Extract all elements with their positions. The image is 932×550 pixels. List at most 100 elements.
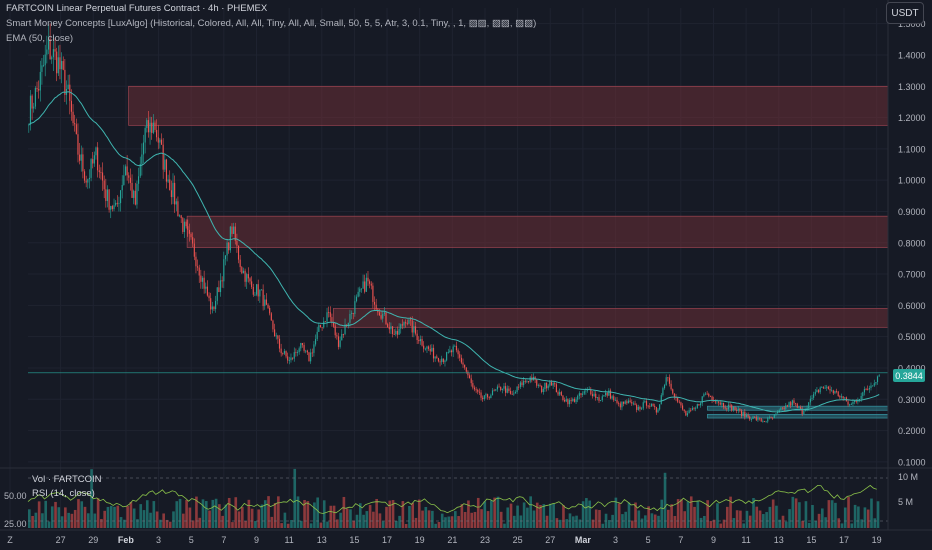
volume-bar <box>735 510 739 528</box>
candle-body <box>603 395 605 397</box>
candle-body <box>198 267 200 276</box>
volume-bar <box>349 509 352 528</box>
candle-body <box>257 284 259 297</box>
candle-body <box>655 406 657 413</box>
candle-body <box>97 147 99 171</box>
volume-bar <box>496 496 500 528</box>
candle-body <box>426 346 428 349</box>
volume-bar <box>647 506 650 528</box>
volume-legend[interactable]: Vol · FARTCOIN <box>32 474 102 485</box>
volume-bar <box>73 509 77 528</box>
time-tick-label: 11 <box>284 535 293 545</box>
volume-bar <box>283 512 287 528</box>
rsi-tick-label: 25.00 <box>4 519 27 529</box>
volume-bar <box>866 509 870 528</box>
volume-bar <box>385 506 388 528</box>
candle-body <box>506 388 508 393</box>
candle-body <box>803 410 805 415</box>
volume-bar <box>204 501 208 528</box>
candle-body <box>398 328 400 335</box>
smc-indicator-legend[interactable]: Smart Money Concepts [LuxAlgo] (Historic… <box>6 18 537 29</box>
currency-button[interactable]: USDT <box>886 2 924 24</box>
candle-body <box>385 312 387 325</box>
volume-bar <box>535 502 539 528</box>
candle-body <box>580 393 582 395</box>
candle-body <box>69 84 71 101</box>
candle-body <box>431 347 433 352</box>
candle-body <box>223 259 225 282</box>
candle-body <box>727 404 730 410</box>
candle-body <box>483 395 485 400</box>
candle-body <box>382 313 384 319</box>
volume-bar <box>208 510 211 528</box>
candle-body <box>388 327 390 330</box>
order-block-zone <box>332 308 889 328</box>
volume-bar <box>152 501 156 528</box>
volume-bar <box>712 519 716 528</box>
volume-bar <box>280 523 283 528</box>
candle-body <box>172 182 174 198</box>
candle-body <box>183 221 186 232</box>
volume-bar <box>329 505 333 528</box>
candle-body <box>190 233 192 238</box>
volume-bar <box>742 523 745 528</box>
candle-body <box>298 348 300 353</box>
candle-body <box>745 414 748 417</box>
candle-body <box>695 407 697 409</box>
candle-body <box>110 206 112 210</box>
candle-body <box>544 382 546 390</box>
volume-bar <box>703 515 706 528</box>
volume-bar <box>460 504 464 528</box>
candle-body <box>318 325 320 332</box>
candle-body <box>508 388 510 392</box>
candle-body <box>321 327 323 329</box>
volume-bar <box>473 511 477 528</box>
candle-body <box>195 256 197 267</box>
candle-body <box>545 382 548 389</box>
candle-body <box>855 400 857 402</box>
volume-bar <box>755 506 759 528</box>
volume-bar <box>319 522 323 528</box>
volume-bar <box>791 496 795 528</box>
volume-bar <box>608 519 611 528</box>
volume-bar <box>106 506 110 528</box>
candle-body <box>375 304 377 310</box>
candle-body <box>270 313 272 321</box>
volume-bar <box>490 500 493 528</box>
candle-body <box>41 65 43 72</box>
candle-body <box>677 397 679 402</box>
candle-body <box>762 421 764 423</box>
candle-body <box>667 377 669 379</box>
volume-bar <box>175 501 179 528</box>
volume-bar <box>657 515 660 528</box>
candle-body <box>681 405 684 410</box>
candle-body <box>875 382 877 384</box>
candle-body <box>724 407 726 409</box>
candle-body <box>116 202 118 204</box>
candle-body <box>758 417 761 419</box>
candle-body <box>414 326 417 334</box>
volume-bar <box>689 496 693 528</box>
candle-body <box>301 342 304 346</box>
candle-body <box>341 334 343 341</box>
candle-body <box>328 312 330 314</box>
candle-body <box>541 385 543 393</box>
candle-body <box>827 386 829 389</box>
candle-body <box>829 388 831 391</box>
candle-body <box>131 182 133 198</box>
candle-body <box>252 286 254 295</box>
volume-bar <box>611 514 614 528</box>
candle-body <box>562 395 564 401</box>
ema-indicator-legend[interactable]: EMA (50, close) <box>6 33 74 44</box>
price-tick-label: 0.3000 <box>898 395 926 405</box>
volume-bar <box>617 503 621 528</box>
time-tick-label: 13 <box>317 535 327 545</box>
volume-bar <box>624 511 628 528</box>
candle-body <box>459 354 461 358</box>
candle-body <box>29 95 32 125</box>
candle-body <box>354 301 356 314</box>
rsi-legend[interactable]: RSI (14, close) <box>32 488 95 499</box>
candle-body <box>124 166 127 176</box>
order-block-zone <box>128 85 889 126</box>
